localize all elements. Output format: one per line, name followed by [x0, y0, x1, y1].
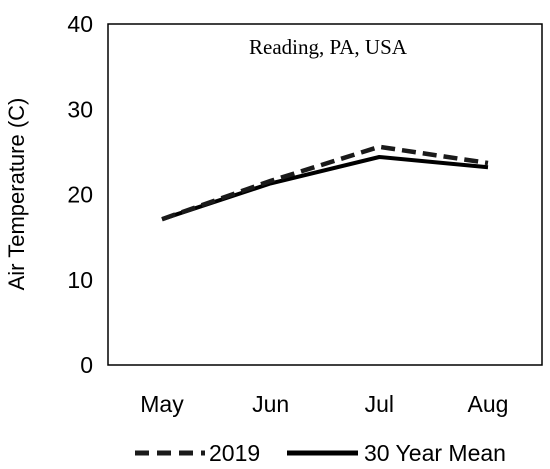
y-tick-labels: 0 10 20 30 40: [67, 11, 93, 378]
series-line-30-year-mean: [161, 155, 489, 222]
x-tick-labels: May Jun Jul Aug: [140, 391, 508, 417]
x-tick-label: Jul: [365, 391, 394, 417]
y-tick-label: 30: [67, 96, 93, 122]
y-tick-label: 40: [67, 11, 93, 37]
x-tick-label: May: [140, 391, 184, 417]
x-tick-label: Aug: [468, 391, 509, 417]
series-line-2019: [161, 144, 489, 222]
y-axis-title: Air Temperature (C): [4, 98, 29, 291]
legend-label-2019: 2019: [209, 440, 260, 466]
x-tick-label: Jun: [252, 391, 289, 417]
series-lines: [161, 144, 489, 222]
plot-frame: [107, 23, 543, 366]
y-tick-label: 0: [80, 352, 93, 378]
legend: 2019 30 Year Mean: [135, 440, 506, 466]
y-tick-label: 10: [67, 267, 93, 293]
y-tick-label: 20: [67, 182, 93, 208]
chart-annotation: Reading, PA, USA: [249, 35, 408, 59]
legend-label-30-year-mean: 30 Year Mean: [364, 440, 506, 466]
